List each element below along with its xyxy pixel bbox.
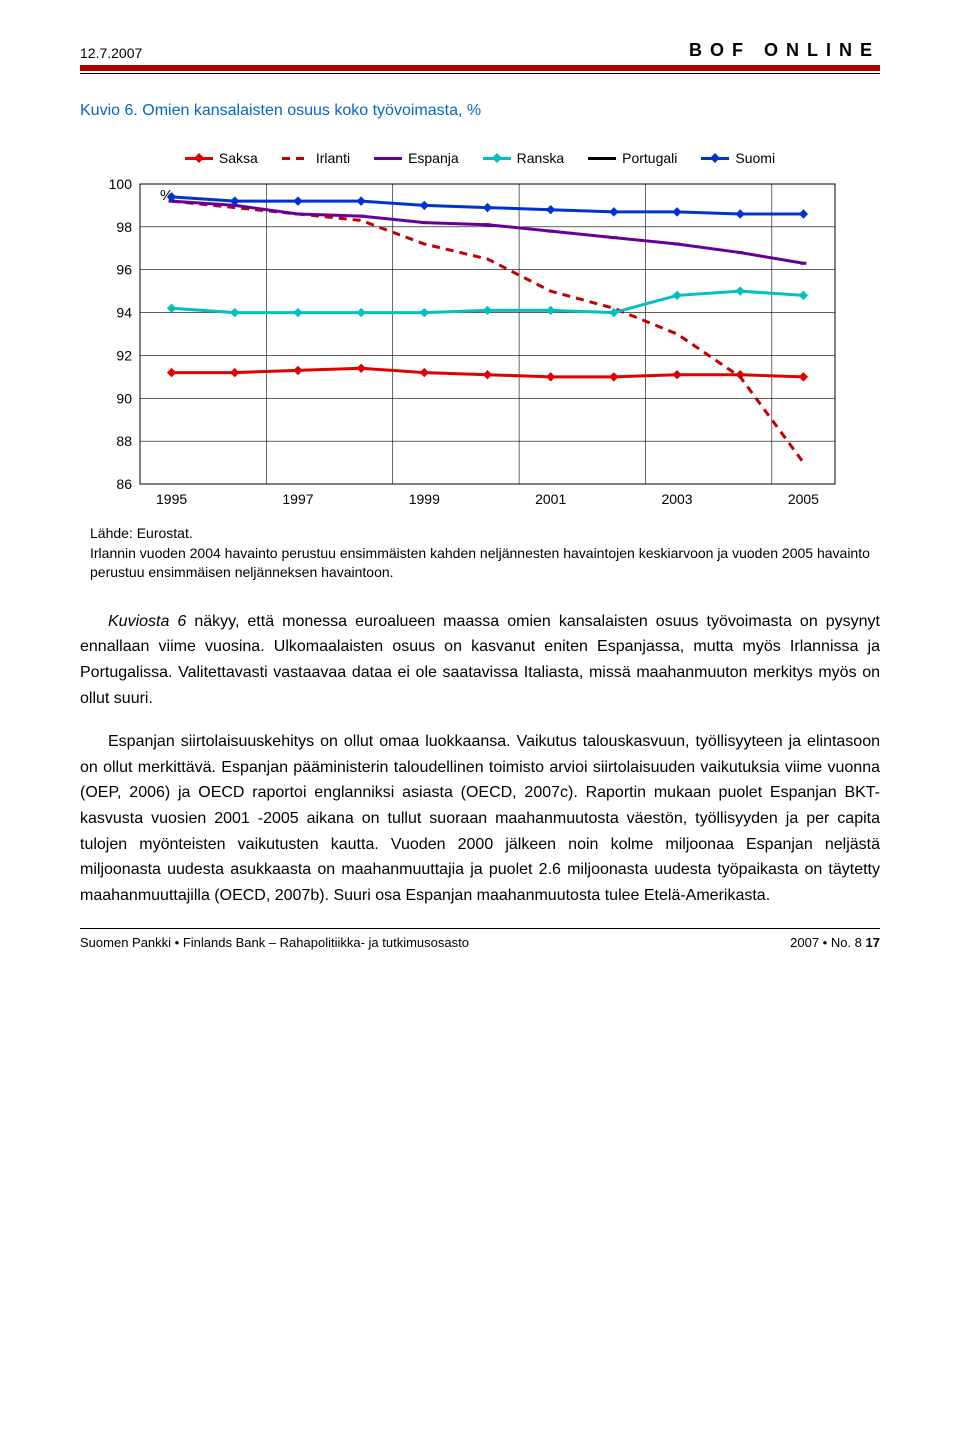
legend-label: Saksa [219,150,258,166]
legend-item: Irlanti [282,150,350,166]
header-title: BOF ONLINE [689,40,880,61]
svg-text:2003: 2003 [661,491,692,507]
legend-line-icon [701,157,729,160]
source-line2: Irlannin vuoden 2004 havainto perustuu e… [90,544,870,583]
header-rule-thick [80,65,880,71]
legend-label: Irlanti [316,150,350,166]
chart-source: Lähde: Eurostat. Irlannin vuoden 2004 ha… [90,524,870,583]
legend-item: Ranska [483,150,564,166]
svg-text:100: 100 [109,176,133,192]
chart-legend: Saksa Irlanti Espanja Ranska Portugali Suomi [90,150,870,166]
svg-text:2005: 2005 [788,491,819,507]
legend-line-icon [588,157,616,160]
source-line1: Lähde: Eurostat. [90,524,870,544]
svg-text:1997: 1997 [282,491,313,507]
chart-title: Kuvio 6. Omien kansalaisten osuus koko t… [80,102,880,120]
footer-right: 2007 • No. 8 17 [790,935,880,950]
footer-page-number: 17 [866,935,880,950]
paragraph-2: Espanjan siirtolaisuuskehitys on ollut o… [80,729,880,908]
legend-label: Ranska [517,150,564,166]
header-rule-thin [80,73,880,74]
legend-label: Espanja [408,150,459,166]
page-footer: Suomen Pankki • Finlands Bank – Rahapoli… [80,928,880,950]
svg-text:88: 88 [116,433,132,449]
legend-line-icon [282,157,310,160]
legend-line-icon [374,157,402,160]
p1-rest: näkyy, että monessa euroalueen maassa om… [80,613,880,707]
svg-text:98: 98 [116,219,132,235]
svg-text:1999: 1999 [409,491,440,507]
header-date: 12.7.2007 [80,45,142,61]
legend-item: Saksa [185,150,258,166]
svg-text:94: 94 [116,305,132,321]
svg-text:86: 86 [116,476,132,492]
footer-left: Suomen Pankki • Finlands Bank – Rahapoli… [80,935,469,950]
svg-text:2001: 2001 [535,491,566,507]
legend-line-icon [483,157,511,160]
body-text: Kuviosta 6 näkyy, että monessa euroaluee… [80,609,880,909]
legend-item: Suomi [701,150,775,166]
svg-text:1995: 1995 [156,491,187,507]
page-header: 12.7.2007 BOF ONLINE [80,40,880,61]
paragraph-1: Kuviosta 6 näkyy, että monessa euroaluee… [80,609,880,711]
legend-item: Espanja [374,150,459,166]
footer-issue: 2007 • No. 8 [790,935,865,950]
svg-text:90: 90 [116,390,132,406]
chart-container: SaksaIrlantiEspanjaRanskaPortugaliSuomi … [90,150,870,514]
svg-text:96: 96 [116,262,132,278]
line-chart: 86889092949698100%1995199719992001200320… [90,174,850,514]
legend-label: Suomi [735,150,775,166]
svg-text:92: 92 [116,347,132,363]
legend-label: Portugali [622,150,677,166]
p1-emphasis: Kuviosta 6 [108,613,186,630]
legend-line-icon [185,157,213,160]
legend-item: Portugali [588,150,677,166]
